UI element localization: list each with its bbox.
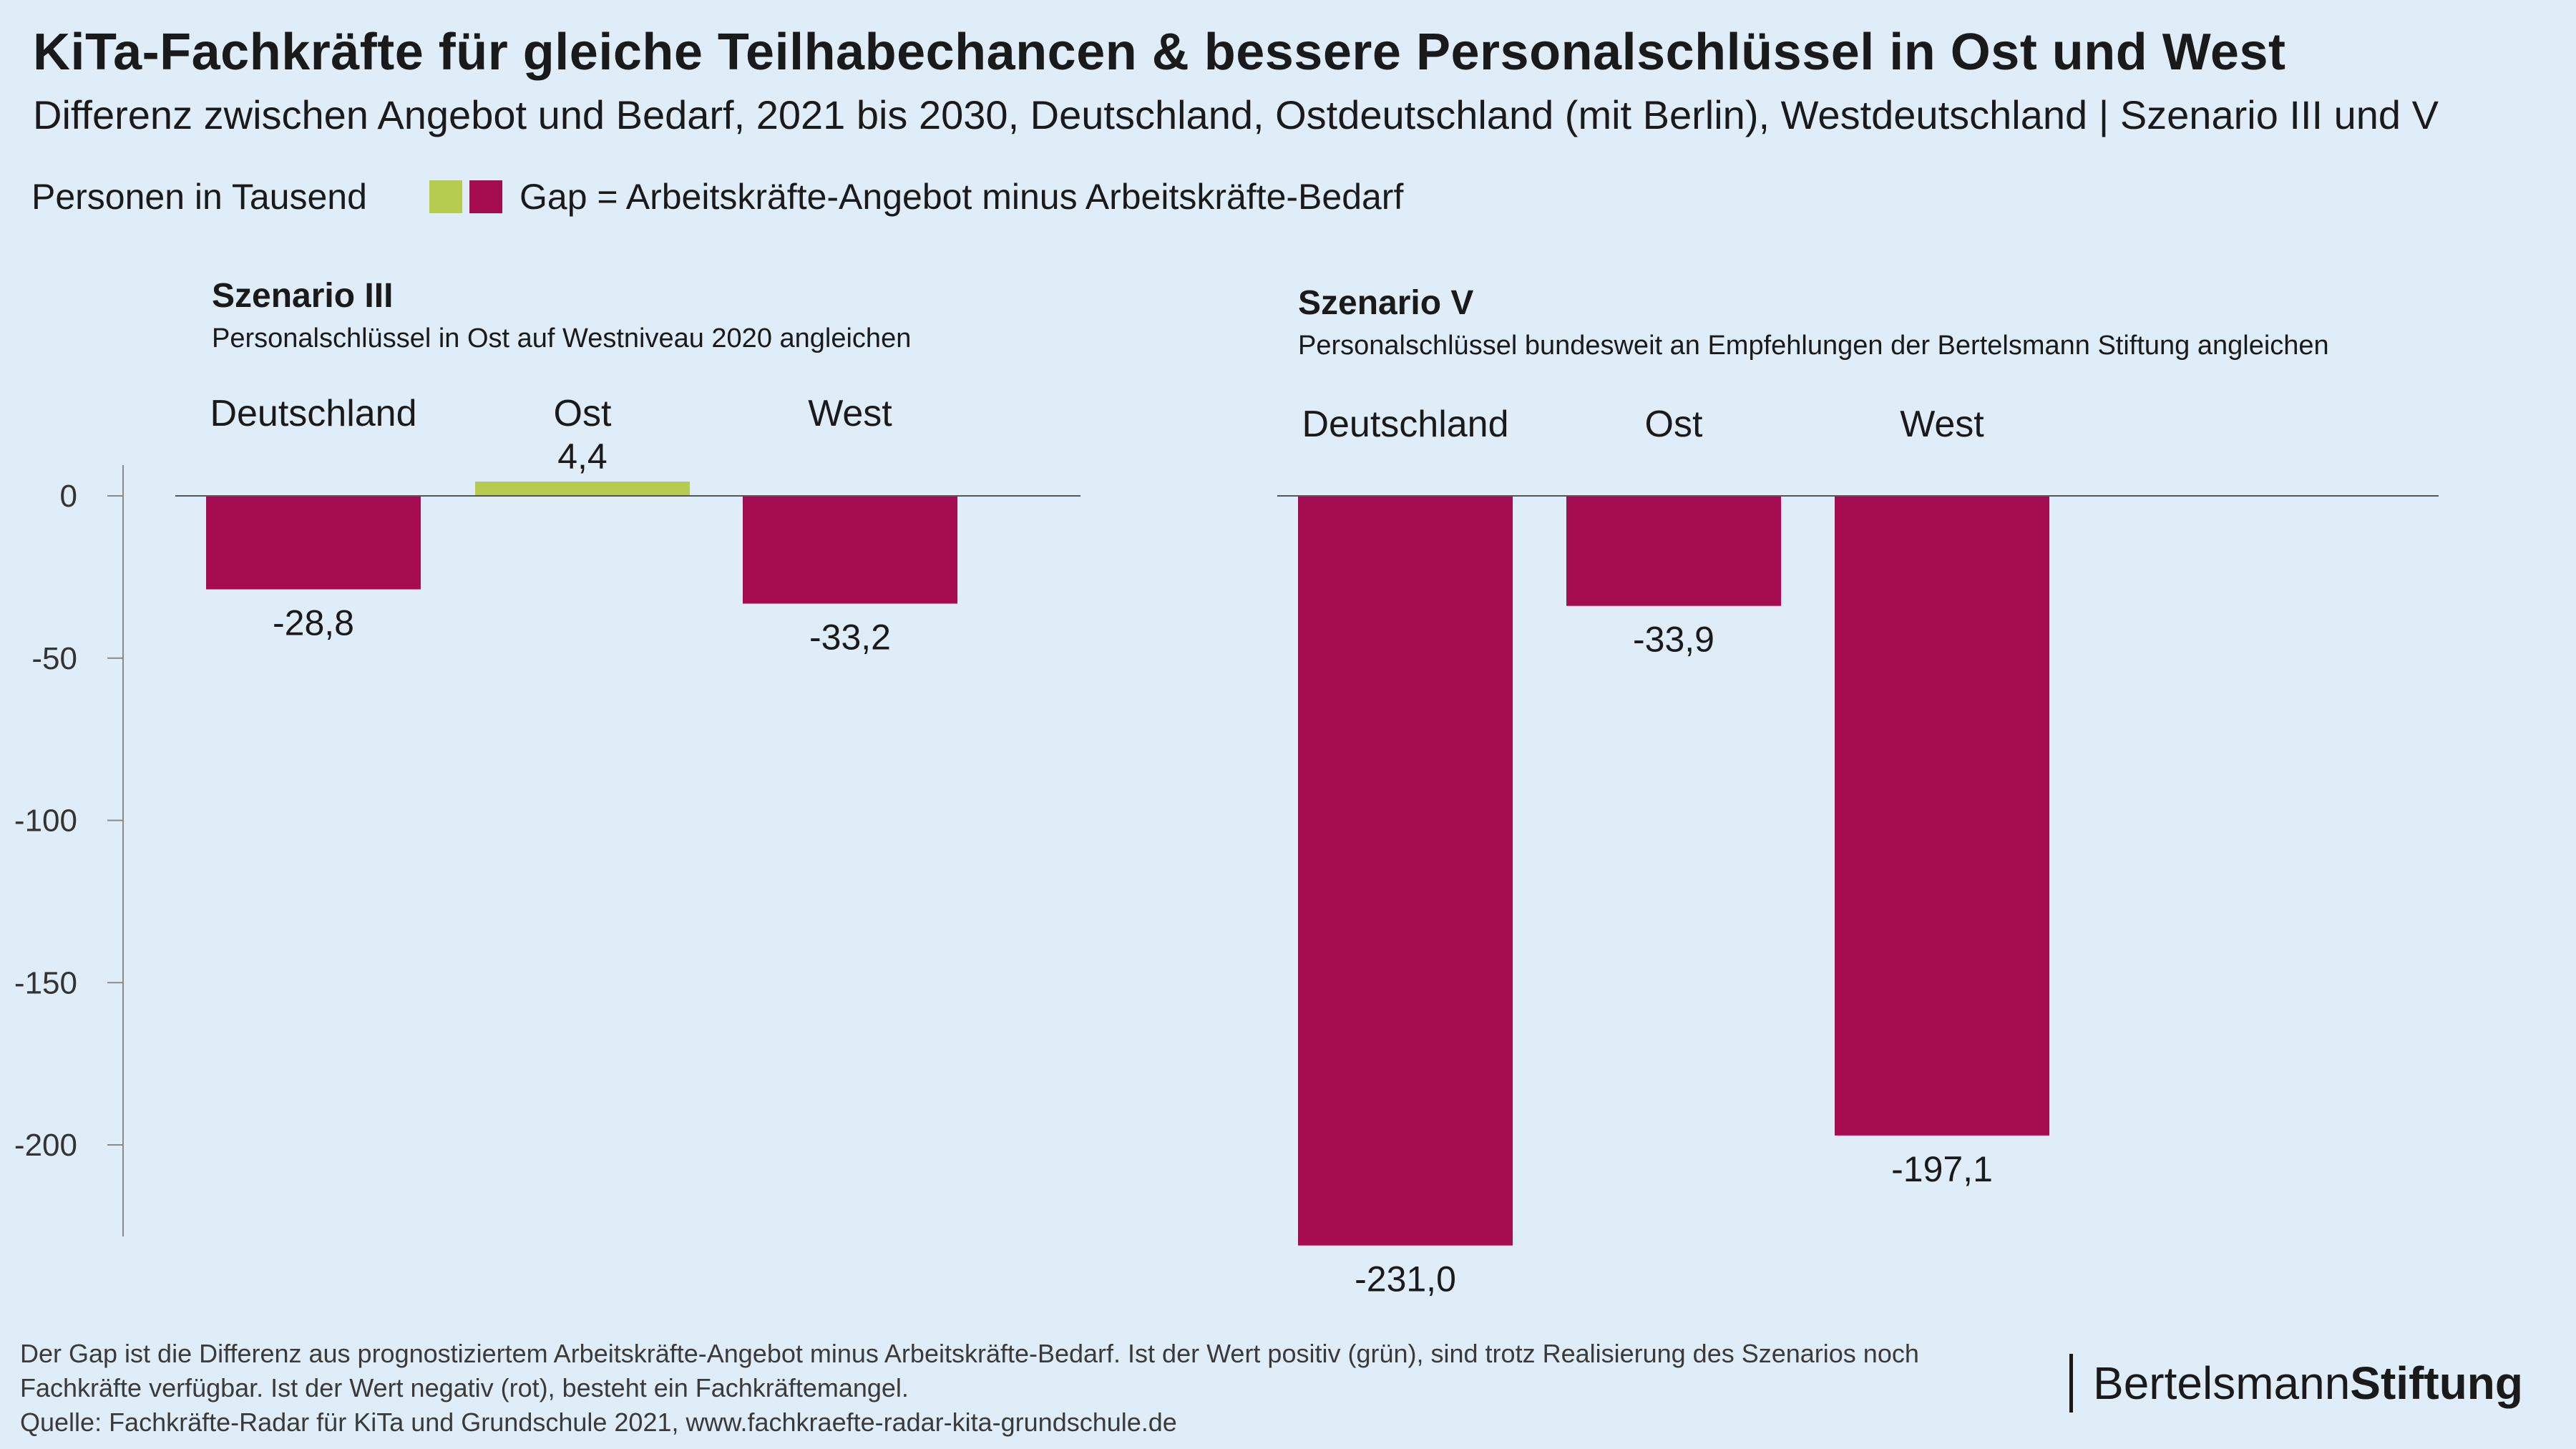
y-tick-label: -200 <box>14 1128 77 1163</box>
data-label-west: -197,1 <box>1891 1149 1993 1189</box>
y-tick-label: -100 <box>14 804 77 839</box>
data-label-deutschland: -231,0 <box>1355 1259 1456 1299</box>
category-label-deutschland: Deutschland <box>1302 404 1508 445</box>
panel-title-szenario-5: Szenario V <box>1298 284 1474 322</box>
bar-chart: 0-50-100-150-200Deutschland-28,8Ost4,4We… <box>14 393 2439 1299</box>
footnote-text: Der Gap ist die Differenz aus prognostiz… <box>20 1339 1919 1402</box>
source-text: Quelle: Fachkräfte-Radar für KiTa und Gr… <box>20 1407 1177 1437</box>
unit-label: Personen in Tausend <box>31 177 367 217</box>
legend: Gap = Arbeitskräfte-Angebot minus Arbeit… <box>429 176 1403 218</box>
panel-subtitle-szenario-3: Personalschlüssel in Ost auf Westniveau … <box>212 323 912 353</box>
data-label-ost: 4,4 <box>557 436 608 477</box>
logo-text-bold: Stiftung <box>2350 1357 2523 1409</box>
category-label-ost: Ost <box>1645 404 1703 445</box>
bar-deutschland <box>206 496 421 590</box>
logo-bar <box>2069 1354 2073 1413</box>
category-label-deutschland: Deutschland <box>210 393 416 434</box>
data-label-west: -33,2 <box>809 618 891 658</box>
bertelsmann-logo: Bertelsmann Stiftung <box>2069 1354 2523 1413</box>
bar-west <box>743 496 957 604</box>
bar-west <box>1835 496 2049 1136</box>
bar-ost <box>475 482 690 496</box>
legend-swatch-positive <box>429 180 462 213</box>
legend-label: Gap = Arbeitskräfte-Angebot minus Arbeit… <box>519 177 1404 217</box>
panel-title-szenario-3: Szenario III <box>212 277 394 315</box>
bar-deutschland <box>1298 496 1513 1246</box>
legend-swatch-negative <box>469 180 502 213</box>
data-label-ost: -33,9 <box>1633 620 1714 660</box>
panel-2: Deutschland -231,0 Ost -33,9 West -197,1 <box>1277 404 2439 1299</box>
chart-subtitle: Differenz zwischen Angebot und Bedarf, 2… <box>33 92 2439 137</box>
y-tick-label: 0 <box>60 479 77 514</box>
y-tick-label: -50 <box>31 641 77 676</box>
logo-text-light: Bertelsmann <box>2093 1357 2351 1409</box>
category-label-ost: Ost <box>554 393 612 434</box>
chart-title: KiTa-Fachkräfte für gleiche Teilhabechan… <box>33 24 2286 81</box>
category-label-west: West <box>808 393 892 434</box>
footnote: Der Gap ist die Differenz aus prognostiz… <box>20 1337 1952 1440</box>
bar-ost <box>1566 496 1781 606</box>
data-label-deutschland: -28,8 <box>273 603 354 643</box>
panel-subtitle-szenario-5: Personalschlüssel bundesweit an Empfehlu… <box>1298 331 2329 361</box>
y-tick-label: -150 <box>14 965 77 1000</box>
category-label-west: West <box>1900 404 1984 445</box>
